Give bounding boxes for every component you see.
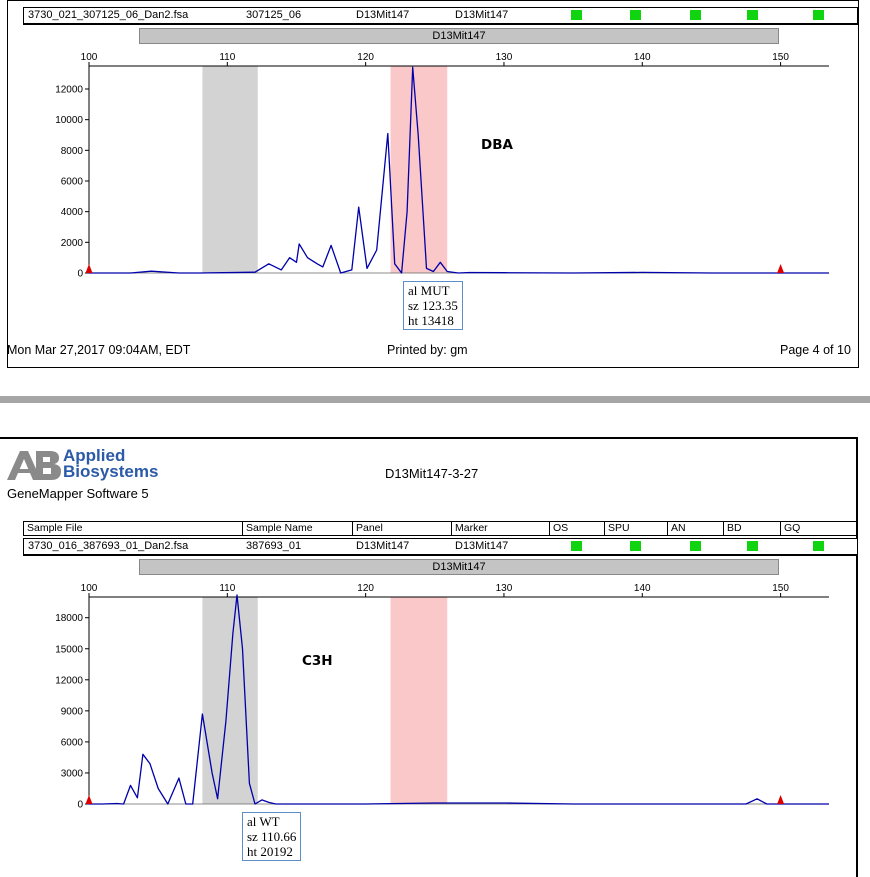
gq-flag-square xyxy=(813,541,824,551)
size-standard-marker xyxy=(85,795,93,804)
header-os[interactable]: OS xyxy=(549,522,604,535)
trace-line xyxy=(89,594,829,805)
column-header-row: Sample File Sample Name Panel Marker OS … xyxy=(23,521,858,536)
panel-cell: D13Mit147 xyxy=(356,9,410,21)
y-tick-label: 0 xyxy=(77,800,83,811)
logo-biosystems: Biosystems xyxy=(63,462,159,481)
x-tick-label: 100 xyxy=(81,52,98,63)
grey-bin xyxy=(202,66,258,273)
y-tick-label: 0 xyxy=(77,269,83,280)
x-tick-label: 100 xyxy=(81,583,98,594)
callout-size: sz 110.66 xyxy=(247,829,297,844)
page1-frame xyxy=(7,0,859,368)
trace-line xyxy=(89,66,829,274)
pink-bin xyxy=(390,66,448,273)
gq-flag-square xyxy=(813,10,824,20)
x-tick-label: 120 xyxy=(357,583,374,594)
y-tick-label: 18000 xyxy=(55,613,83,624)
applied-biosystems-logo-icon xyxy=(7,451,61,480)
y-tick-label: 2000 xyxy=(61,238,84,249)
y-tick-label: 4000 xyxy=(61,207,84,218)
callout-allele: al WT xyxy=(247,814,280,829)
x-tick-label: 110 xyxy=(219,52,235,63)
page2-allele-callout[interactable]: al WT sz 110.66 ht 20192 xyxy=(242,812,302,861)
x-tick-label: 140 xyxy=(634,583,651,594)
y-tick-label: 3000 xyxy=(61,768,84,779)
page1-allele-callout[interactable]: al MUT sz 123.35 ht 13418 xyxy=(403,281,463,330)
strain-label-c3h: C3H xyxy=(302,653,333,669)
header-panel[interactable]: Panel xyxy=(352,522,451,535)
strain-label-dba: DBA xyxy=(481,137,513,153)
size-standard-marker xyxy=(85,264,93,273)
sample-name-cell: 387693_01 xyxy=(246,540,302,552)
bd-flag-square xyxy=(747,10,758,20)
y-tick-label: 6000 xyxy=(61,737,84,748)
software-name: GeneMapper Software 5 xyxy=(7,486,149,501)
pink-bin xyxy=(390,597,448,804)
x-tick-label: 120 xyxy=(357,52,374,63)
spu-flag-square xyxy=(630,10,641,20)
header-sample-name[interactable]: Sample Name xyxy=(242,522,352,535)
page2-marker-bar[interactable]: D13Mit147 xyxy=(139,559,779,575)
page2-frame-top xyxy=(0,437,858,439)
an-flag-square xyxy=(690,10,701,20)
os-flag-square xyxy=(571,541,582,551)
y-tick-label: 8000 xyxy=(61,146,84,157)
x-tick-label: 110 xyxy=(219,583,235,594)
page2-sample-row[interactable]: 3730_016_387693_01_Dan2.fsa 387693_01 D1… xyxy=(23,538,858,556)
header-sample-file[interactable]: Sample File xyxy=(27,522,83,534)
report-title: D13Mit147-3-27 xyxy=(385,466,479,481)
x-tick-label: 140 xyxy=(634,52,651,63)
page2-electropherogram[interactable]: 100 110 120 130 140 150 0 3000 6000 9000 12000 1500… xyxy=(0,575,870,815)
callout-height: ht 20192 xyxy=(247,844,293,859)
y-tick-label: 12000 xyxy=(55,675,83,686)
callout-size: sz 123.35 xyxy=(408,298,458,313)
marker-cell: D13Mit147 xyxy=(455,540,509,552)
y-tick-label: 12000 xyxy=(55,85,83,96)
sample-file-cell: 3730_021_307125_06_Dan2.fsa xyxy=(28,9,189,21)
y-tick-label: 10000 xyxy=(55,115,83,126)
x-tick-label: 150 xyxy=(772,52,789,63)
an-flag-square xyxy=(690,541,701,551)
logo-applied: Applied xyxy=(63,446,126,465)
x-tick-label: 150 xyxy=(772,583,789,594)
panel-cell: D13Mit147 xyxy=(356,540,410,552)
x-tick-label: 130 xyxy=(496,52,513,63)
header-spu[interactable]: SPU xyxy=(604,522,667,535)
marker-cell: D13Mit147 xyxy=(455,9,509,21)
os-flag-square xyxy=(571,10,582,20)
page-separator xyxy=(0,396,870,403)
page2-frame-right xyxy=(856,437,858,877)
page1-sample-row[interactable]: 3730_021_307125_06_Dan2.fsa 307125_06 D1… xyxy=(23,7,858,25)
sample-name-cell: 307125_06 xyxy=(246,9,302,21)
header-an[interactable]: AN xyxy=(667,522,723,535)
spu-flag-square xyxy=(630,541,641,551)
x-tick-label: 130 xyxy=(496,583,513,594)
callout-height: ht 13418 xyxy=(408,313,454,328)
page1-electropherogram[interactable]: 100 110 120 130 140 150 0 2000 4000 6000 8000 10000… xyxy=(0,44,870,284)
page-number: Page 4 of 10 xyxy=(780,343,851,357)
size-standard-marker xyxy=(777,264,785,273)
print-date: Mon Mar 27,2017 09:04AM, EDT xyxy=(7,343,191,357)
page1-marker-bar[interactable]: D13Mit147 xyxy=(139,28,779,44)
header-bd[interactable]: BD xyxy=(723,522,780,535)
y-tick-label: 9000 xyxy=(61,706,84,717)
sample-file-cell: 3730_016_387693_01_Dan2.fsa xyxy=(28,540,189,552)
callout-allele: al MUT xyxy=(408,283,450,298)
header-gq[interactable]: GQ xyxy=(780,522,857,535)
y-tick-label: 15000 xyxy=(55,644,83,655)
header-marker[interactable]: Marker xyxy=(451,522,549,535)
y-tick-label: 6000 xyxy=(61,177,84,188)
size-standard-marker xyxy=(777,795,785,804)
bd-flag-square xyxy=(747,541,758,551)
printed-by: Printed by: gm xyxy=(387,343,468,357)
